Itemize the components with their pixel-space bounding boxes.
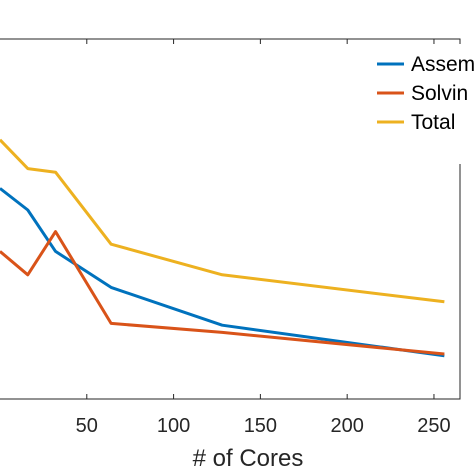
series-line-solvin [0,230,445,356]
x-tick-label: 100 [157,415,190,437]
legend-label-solvin: Solvin [411,82,468,105]
legend: Assem Solvin Total [370,44,474,164]
legend-label-total: Total [411,111,455,134]
x-tick-label: 250 [417,415,450,437]
series-line-assem [0,187,445,358]
plot-area [0,38,461,400]
x-tick-label: 50 [76,415,98,437]
axes-box [0,38,461,400]
x-axis-ticks: 50 100 150 200 250 [76,39,451,437]
x-tick-label: 200 [330,415,363,437]
x-tick-label: 150 [244,415,277,437]
legend-label-assem: Assem [411,53,474,76]
x-axis-label: # of Cores [193,445,304,472]
series-lines [0,138,445,358]
series-line-total [0,138,445,304]
